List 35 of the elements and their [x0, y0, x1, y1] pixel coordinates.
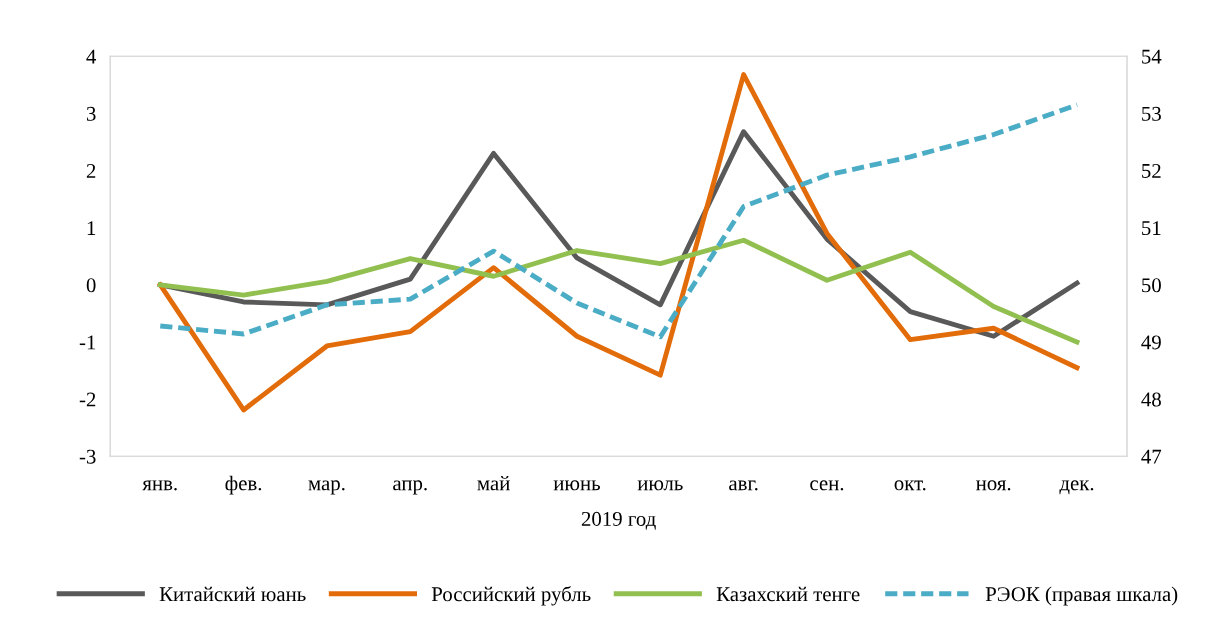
y-tick-label: -3 [79, 449, 96, 464]
x-tick-label: янв. [142, 480, 177, 491]
x-tick-label: фев. [225, 475, 262, 495]
x-tick-label: сен. [810, 480, 844, 491]
y2-tick-label: 54 [1142, 49, 1162, 64]
y-tick-label: 2 [86, 163, 96, 178]
line-series [157, 237, 1080, 345]
x-tick-label: май [477, 475, 510, 491]
y-tick-label: 1 [87, 221, 96, 235]
y2-tick-label: 47 [1141, 449, 1162, 464]
x-tick-label: апр. [393, 480, 427, 495]
x-tick-label: дек. [1059, 480, 1094, 495]
x-tick-label: мар. [308, 480, 345, 495]
y-tick-label: 0 [86, 278, 96, 293]
y2-tick-label: 53 [1142, 106, 1161, 121]
x-tick-label: ноя. [976, 480, 1011, 491]
legend-label: Казахский тенге [716, 586, 860, 602]
x-tick-label: июль [637, 480, 683, 491]
y2-tick-label: 49 [1141, 335, 1161, 350]
legend-label: РЭОК (правая шкала) [985, 586, 1178, 606]
y-tick-label: 3 [86, 106, 96, 121]
y-tick-label: 4 [86, 49, 97, 64]
y2-tick-label: 52 [1142, 163, 1161, 178]
legend-label: Российский рубль [431, 586, 591, 606]
x-axis-title: 2019 год [581, 511, 656, 530]
line-series [157, 72, 1080, 413]
y2-tick-label: 51 [1142, 221, 1161, 236]
y-tick-label: -1 [79, 335, 96, 350]
legend-label: Китайский юань [159, 586, 306, 602]
x-tick-label: окт. [894, 480, 926, 491]
y-tick-label: -2 [79, 392, 96, 407]
x-tick-label: авг. [729, 480, 758, 491]
y2-tick-label: 48 [1141, 392, 1161, 407]
x-tick-label: июнь [553, 480, 601, 491]
y2-tick-label: 50 [1142, 278, 1161, 293]
